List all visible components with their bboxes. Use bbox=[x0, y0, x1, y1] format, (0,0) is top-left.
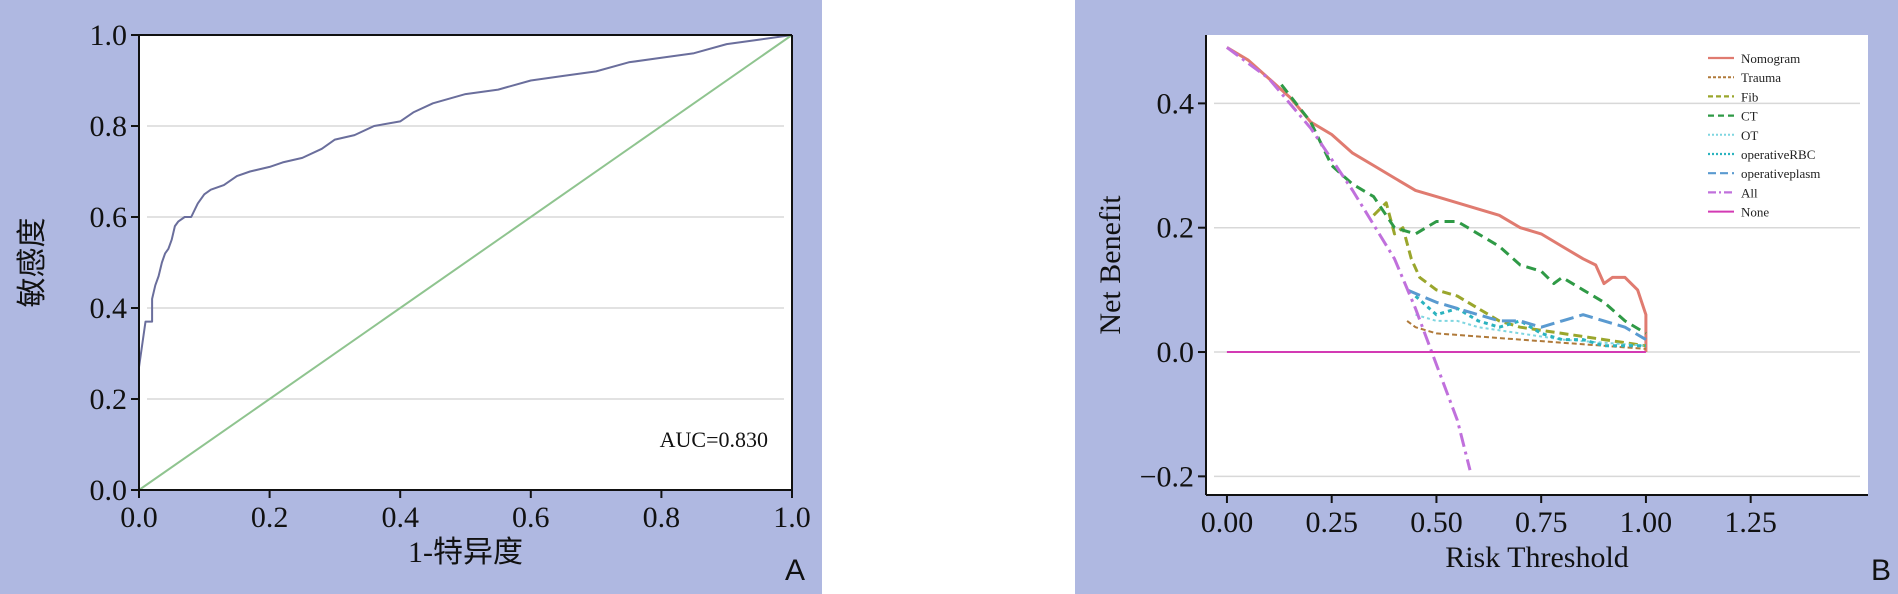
y-tick-label: 0.6 bbox=[90, 201, 128, 234]
series-line-ct bbox=[1280, 83, 1647, 335]
panel-label: B bbox=[1871, 554, 1891, 587]
series-line-operativerbc bbox=[1414, 294, 1646, 348]
series-line-fib bbox=[1372, 201, 1647, 348]
y-tick-label: −0.2 bbox=[1140, 460, 1194, 493]
series-line-ot bbox=[1415, 313, 1646, 347]
x-tick-label: 1.25 bbox=[1724, 506, 1777, 539]
y-axis-title: Net Benefit bbox=[1094, 195, 1127, 335]
y-tick-label: 0.0 bbox=[90, 474, 128, 507]
legend-entry: operativeplasm bbox=[1741, 166, 1820, 181]
y-tick-label: 0.0 bbox=[1157, 336, 1195, 369]
legend-entry: Fib bbox=[1741, 89, 1758, 104]
x-tick-label: 1.00 bbox=[1620, 506, 1673, 539]
x-axis-title: Risk Threshold bbox=[1445, 541, 1629, 574]
x-axis-title: 1-特异度 bbox=[408, 536, 523, 569]
x-tick-label: 0.8 bbox=[643, 501, 681, 534]
y-axis-title: 敏感度 bbox=[16, 218, 49, 308]
roc-chart: 0.0 0.2 0.4 0.6 0.8 1.0 0.0 0.2 0.4 0.6 0.8 1.0 1-特异… bbox=[16, 19, 811, 587]
legend-entry: operativeRBC bbox=[1741, 147, 1815, 162]
plot-area bbox=[1206, 35, 1868, 495]
auc-annotation: AUC=0.830 bbox=[660, 427, 768, 452]
legend-entry: CT bbox=[1741, 109, 1758, 124]
legend-entry: Trauma bbox=[1741, 70, 1781, 85]
x-tick-label: 0.2 bbox=[251, 501, 289, 534]
decision-curve-chart: 0.4 0.2 0.0 −0.20.00 0.25 0.50 0.75 1.00 1.25 Ris… bbox=[1094, 35, 1891, 587]
x-tick-label: 0.75 bbox=[1515, 506, 1568, 539]
x-tick-label: 0.6 bbox=[512, 501, 550, 534]
legend-entry: All bbox=[1741, 185, 1758, 200]
series-line-all bbox=[1226, 46, 1472, 471]
legend-entry: Nomogram bbox=[1741, 51, 1800, 66]
y-tick-label: 0.8 bbox=[90, 110, 128, 143]
x-tick-label: 0.00 bbox=[1201, 506, 1254, 539]
series-line-0 bbox=[138, 34, 793, 490]
y-tick-label: 0.2 bbox=[90, 383, 128, 416]
panel-label: A bbox=[785, 554, 805, 587]
y-tick-label: 0.2 bbox=[1157, 212, 1195, 245]
legend-entry: None bbox=[1741, 205, 1769, 220]
legend-entry: OT bbox=[1741, 128, 1758, 143]
x-tick-label: 0.25 bbox=[1305, 506, 1358, 539]
y-tick-label: 0.4 bbox=[90, 292, 128, 325]
x-tick-label: 1.0 bbox=[773, 501, 811, 534]
series-line-nomogram bbox=[1226, 46, 1648, 352]
x-tick-label: 0.0 bbox=[120, 501, 158, 534]
y-tick-label: 0.4 bbox=[1157, 87, 1195, 120]
y-tick-label: 1.0 bbox=[90, 19, 128, 52]
x-tick-label: 0.50 bbox=[1410, 506, 1463, 539]
series-line-operativeplasm bbox=[1406, 288, 1647, 341]
x-tick-label: 0.4 bbox=[381, 501, 419, 534]
series-line-1 bbox=[138, 34, 793, 491]
